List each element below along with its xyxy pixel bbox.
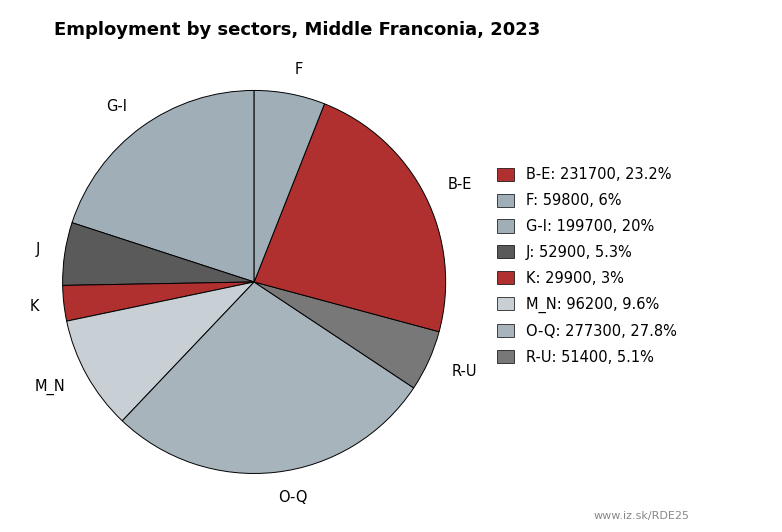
- Wedge shape: [254, 282, 439, 388]
- Text: B-E: B-E: [447, 177, 472, 192]
- Wedge shape: [72, 90, 254, 282]
- Text: G-I: G-I: [106, 99, 127, 114]
- Text: M_N: M_N: [34, 379, 65, 395]
- Text: K: K: [30, 298, 39, 314]
- Wedge shape: [66, 282, 254, 421]
- Wedge shape: [122, 282, 414, 473]
- Text: R-U: R-U: [451, 363, 477, 379]
- Wedge shape: [254, 90, 325, 282]
- Text: J: J: [36, 243, 40, 257]
- Text: www.iz.sk/RDE25: www.iz.sk/RDE25: [594, 511, 689, 521]
- Text: O-Q: O-Q: [278, 489, 308, 504]
- Text: F: F: [295, 62, 303, 77]
- Wedge shape: [63, 282, 254, 321]
- Text: Employment by sectors, Middle Franconia, 2023: Employment by sectors, Middle Franconia,…: [54, 21, 540, 39]
- Wedge shape: [254, 104, 446, 332]
- Legend: B-E: 231700, 23.2%, F: 59800, 6%, G-I: 199700, 20%, J: 52900, 5.3%, K: 29900, 3%: B-E: 231700, 23.2%, F: 59800, 6%, G-I: 1…: [492, 163, 681, 369]
- Wedge shape: [63, 223, 254, 286]
